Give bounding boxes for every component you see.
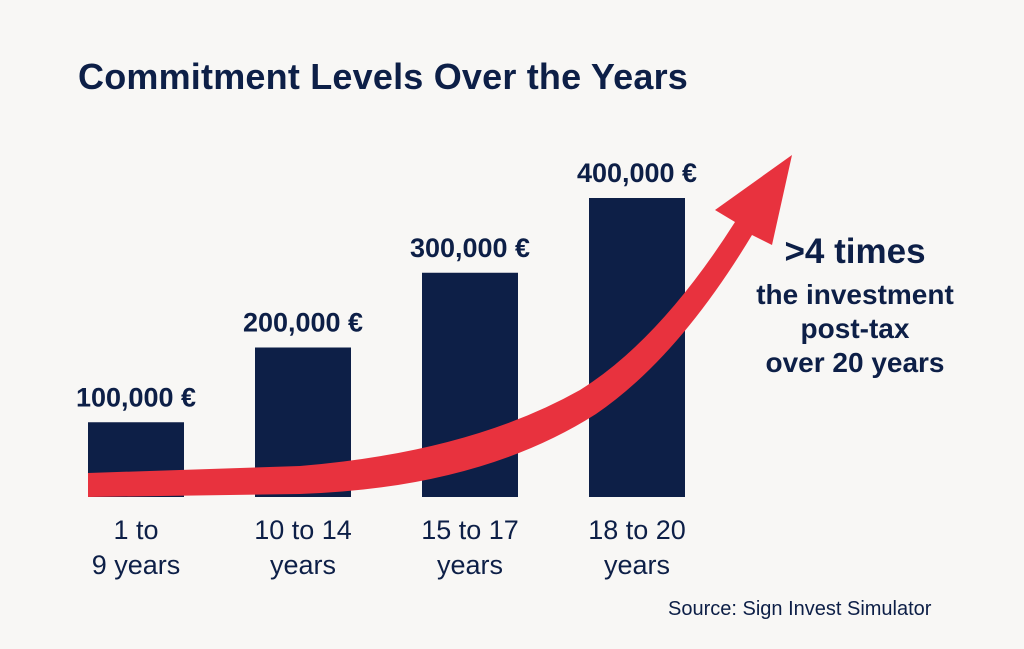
- callout-line-1: the investment: [756, 279, 954, 310]
- callout-line-3: over 20 years: [765, 347, 945, 378]
- callout: >4 times the investment post-tax over 20…: [720, 232, 990, 380]
- value-labels-layer: 100,000 € 200,000 € 300,000 € 400,000 €: [76, 158, 697, 412]
- bar-value-label-1: 100,000 €: [76, 382, 196, 412]
- category-label-3-line-1: 15 to 17: [421, 515, 519, 545]
- category-label-4-line-2: years: [604, 550, 670, 580]
- category-labels-layer: 1 to 9 years 10 to 14 years 15 to 17 years 18 …: [92, 515, 686, 580]
- category-label-2-line-2: years: [270, 550, 336, 580]
- bar-value-label-3: 300,000 €: [410, 233, 530, 263]
- category-label-1-line-2: 9 years: [92, 550, 181, 580]
- category-label-4-line-1: 18 to 20: [588, 515, 686, 545]
- bar-value-label-2: 200,000 €: [243, 308, 363, 338]
- callout-line-2: post-tax: [800, 313, 910, 344]
- category-label-1-line-1: 1 to: [113, 515, 158, 545]
- source-note: Source: Sign Invest Simulator: [668, 598, 932, 620]
- bar-value-label-4: 400,000 €: [577, 158, 697, 188]
- category-label-3-line-2: years: [437, 550, 503, 580]
- chart-title: Commitment Levels Over the Years: [78, 56, 688, 97]
- bars-layer: [88, 198, 685, 497]
- callout-headline: >4 times: [784, 232, 926, 271]
- category-label-2-line-1: 10 to 14: [254, 515, 352, 545]
